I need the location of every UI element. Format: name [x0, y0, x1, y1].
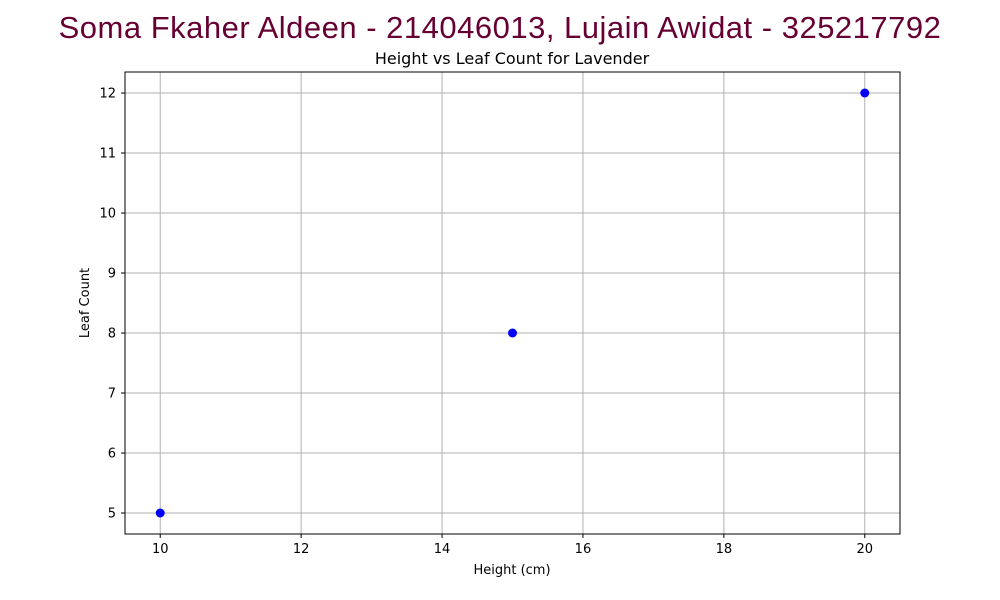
grid-lines — [125, 72, 900, 534]
x-tick-label: 12 — [293, 542, 310, 557]
x-tick-label: 16 — [575, 542, 592, 557]
y-tick-label: 7 — [108, 387, 116, 402]
x-tick-label: 14 — [434, 542, 451, 557]
scatter-point — [155, 508, 165, 518]
x-tick-label: 10 — [152, 542, 169, 557]
x-tick-label: 18 — [716, 542, 733, 557]
y-tick-label: 11 — [99, 147, 116, 162]
y-tick-label: 10 — [99, 207, 116, 222]
y-axis-label: Leaf Count — [78, 268, 93, 338]
y-tick-label: 9 — [108, 267, 116, 282]
x-tick-label: 20 — [856, 542, 873, 557]
page-header-title: Soma Fkaher Aldeen - 214046013, Lujain A… — [58, 10, 942, 45]
scatter-point — [508, 328, 517, 338]
y-tick-label: 12 — [99, 87, 116, 102]
axis-ticks: 10 12 14 16 18 20 5 6 7 8 9 10 11 12 — [99, 87, 873, 558]
data-points — [155, 88, 870, 518]
plot-area-frame — [124, 71, 901, 535]
y-tick-label: 5 — [108, 507, 116, 522]
chart-title: Height vs Leaf Count for Lavender — [375, 49, 650, 68]
scatter-point — [860, 88, 870, 98]
y-tick-label: 6 — [108, 447, 116, 462]
y-tick-label: 8 — [108, 327, 116, 342]
x-axis-label: Height (cm) — [473, 563, 550, 578]
